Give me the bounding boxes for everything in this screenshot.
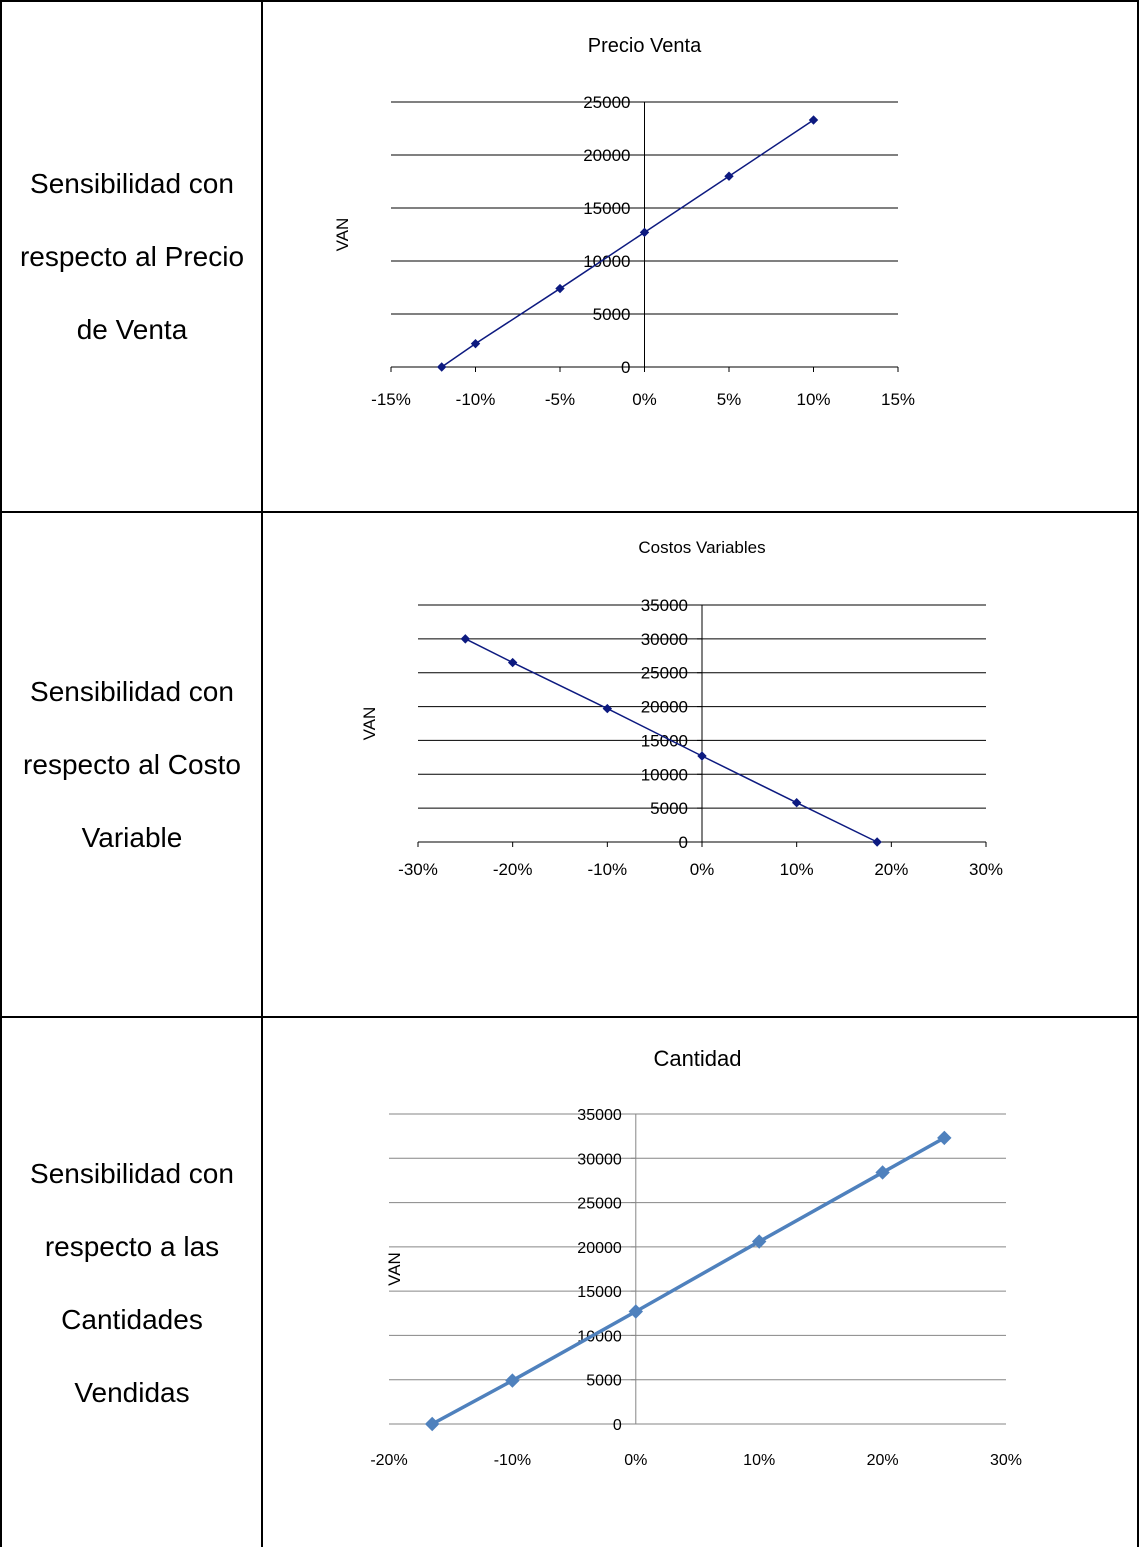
y-tick-label: 30000 — [577, 1151, 622, 1168]
row-label-cell: Sensibilidad con respecto a las Cantidad… — [2, 1018, 262, 1547]
x-tick-label: -20% — [370, 1452, 407, 1469]
chart-title: Precio Venta — [588, 35, 702, 57]
chart-title: Costos Variables — [638, 538, 765, 557]
x-tick-label: 10% — [743, 1452, 775, 1469]
data-point-marker — [424, 1416, 440, 1432]
y-tick-label: 15000 — [641, 731, 688, 750]
x-tick-label: 30% — [969, 860, 1003, 879]
data-point-marker — [808, 115, 819, 125]
x-tick-label: 0% — [632, 390, 657, 409]
x-tick-label: -10% — [587, 860, 627, 879]
y-tick-label: 25000 — [641, 664, 688, 683]
y-axis-label: VAN — [360, 707, 379, 741]
data-point-marker — [628, 1304, 644, 1319]
series-line — [464, 638, 878, 843]
data-point-marker — [751, 1234, 767, 1249]
data-point-marker — [724, 171, 734, 181]
series-line — [441, 119, 814, 368]
data-point-marker — [555, 283, 565, 294]
data-point-marker — [507, 657, 518, 668]
table-column-divider — [261, 0, 263, 1547]
y-tick-label: 5000 — [586, 1373, 622, 1390]
x-tick-label: -15% — [371, 390, 411, 409]
row-label-precio-venta: Sensibilidad con respecto al Precio de V… — [19, 168, 245, 345]
y-axis-label: VAN — [333, 218, 352, 252]
x-tick-label: -5% — [545, 390, 575, 409]
data-point-marker — [602, 703, 613, 714]
y-tick-label: 35000 — [577, 1107, 622, 1124]
data-point-marker — [872, 837, 882, 847]
table-border-left — [0, 0, 2, 1547]
data-point-marker — [505, 1373, 520, 1388]
y-tick-label: 35000 — [641, 596, 688, 615]
data-point-marker — [460, 634, 471, 644]
row-label-cantidades: Sensibilidad con respecto a las Cantidad… — [30, 1157, 234, 1408]
x-tick-label: 15% — [881, 390, 915, 409]
y-tick-label: 20000 — [641, 698, 688, 717]
table-row-divider — [0, 511, 1139, 513]
row-label-costo-variable: Sensibilidad con respecto al Costo Varia… — [23, 676, 241, 853]
data-point-marker — [791, 798, 802, 808]
x-tick-label: 20% — [874, 860, 908, 879]
y-tick-label: 0 — [621, 358, 630, 377]
y-tick-label: 5000 — [593, 305, 631, 324]
data-point-marker — [937, 1130, 952, 1146]
y-tick-label: 0 — [613, 1417, 622, 1434]
x-tick-label: -20% — [493, 860, 533, 879]
y-tick-label: 20000 — [583, 146, 630, 165]
y-axis-label: VAN — [385, 1252, 404, 1286]
x-tick-label: -10% — [494, 1452, 531, 1469]
row-label-cell: Sensibilidad con respecto al Costo Varia… — [2, 513, 262, 1016]
x-tick-label: 0% — [624, 1452, 647, 1469]
y-tick-label: 25000 — [583, 93, 630, 112]
y-tick-label: 10000 — [583, 252, 630, 271]
data-point-marker — [875, 1165, 890, 1180]
chart-precio-venta: 0 5000 10000 15000 20000 25000 -15% -10% -5% 0% 5%… — [333, 35, 915, 409]
chart-title: Cantidad — [653, 1046, 741, 1071]
data-point-marker — [470, 338, 481, 349]
y-tick-label: 10000 — [577, 1328, 622, 1345]
chart-cantidad: 0 5000 10000 15000 20000 25000 30000 35000 -20% -… — [370, 1046, 1022, 1469]
table-border-top — [0, 0, 1139, 2]
row-label-cell: Sensibilidad con respecto al Precio de V… — [2, 2, 262, 511]
data-point-marker — [639, 227, 650, 238]
x-tick-label: 30% — [990, 1452, 1022, 1469]
x-tick-label: 10% — [796, 390, 830, 409]
data-point-marker — [697, 751, 707, 761]
y-tick-label: 10000 — [641, 765, 688, 784]
y-tick-label: 0 — [679, 833, 688, 852]
table-row-divider — [0, 1016, 1139, 1018]
y-tick-label: 15000 — [583, 199, 630, 218]
data-point-marker — [436, 362, 447, 372]
x-tick-label: -10% — [456, 390, 496, 409]
table-border-right — [1137, 0, 1139, 1547]
x-tick-label: 20% — [867, 1452, 899, 1469]
y-tick-label: 25000 — [577, 1196, 622, 1213]
y-tick-label: 5000 — [650, 799, 688, 818]
y-tick-label: 15000 — [577, 1284, 622, 1301]
x-tick-label: 10% — [780, 860, 814, 879]
x-tick-label: 0% — [690, 860, 715, 879]
series-line — [431, 1136, 946, 1426]
x-tick-label: -30% — [398, 860, 438, 879]
y-tick-label: 30000 — [641, 630, 688, 649]
chart-costos-variables: 0 5000 10000 15000 20000 25000 30000 35000 -30% -… — [360, 538, 1003, 879]
y-tick-label: 20000 — [577, 1240, 622, 1257]
x-tick-label: 5% — [717, 390, 742, 409]
